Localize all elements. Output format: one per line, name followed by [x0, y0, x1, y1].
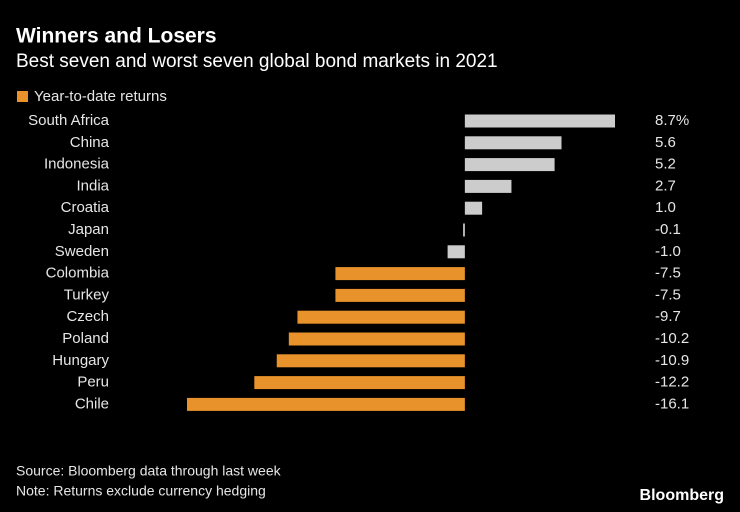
- source-note: Source: Bloomberg data through last week: [16, 463, 282, 479]
- value-label: 1.0: [655, 199, 676, 216]
- bar: [335, 267, 465, 281]
- value-label: -10.9: [655, 352, 689, 369]
- value-label: -1.0: [655, 243, 681, 260]
- bar: [464, 136, 562, 150]
- bar: [464, 179, 512, 193]
- bar: [297, 310, 465, 324]
- value-label: 5.2: [655, 156, 676, 173]
- chart-title: Winners and Losers: [16, 25, 217, 48]
- bar: [464, 201, 483, 215]
- category-label: Hungary: [52, 352, 109, 369]
- legend-label: Year-to-date returns: [34, 88, 167, 105]
- value-label: -7.5: [655, 265, 681, 282]
- value-label: -9.7: [655, 308, 681, 325]
- value-label: -0.1: [655, 221, 681, 238]
- value-label: -12.2: [655, 374, 689, 391]
- category-label: India: [76, 177, 109, 194]
- category-label: Turkey: [64, 286, 110, 303]
- bar: [187, 397, 465, 411]
- value-label: 8.7%: [655, 112, 689, 129]
- category-label: Sweden: [55, 243, 109, 260]
- logo: Bloomberg: [640, 487, 724, 504]
- chart-subtitle: Best seven and worst seven global bond m…: [16, 51, 498, 72]
- category-label: Croatia: [61, 199, 110, 216]
- bar: [276, 354, 465, 368]
- value-label: -10.2: [655, 330, 689, 347]
- category-label: Peru: [77, 374, 109, 391]
- value-label: -7.5: [655, 286, 681, 303]
- category-label: Poland: [62, 330, 109, 347]
- category-label: China: [70, 134, 110, 151]
- category-label: South Africa: [28, 112, 110, 129]
- category-label: Czech: [66, 308, 109, 325]
- value-label: 5.6: [655, 134, 676, 151]
- category-label: Colombia: [46, 265, 110, 282]
- category-label: Chile: [75, 395, 109, 412]
- bar: [447, 245, 465, 259]
- bar: [463, 223, 465, 237]
- bar: [464, 114, 615, 128]
- bar: [335, 288, 465, 302]
- category-label: Indonesia: [44, 156, 110, 173]
- value-label: -16.1: [655, 395, 689, 412]
- bar: [288, 332, 465, 346]
- bar: [464, 158, 555, 172]
- legend-swatch: [17, 91, 28, 102]
- category-label: Japan: [68, 221, 109, 238]
- footnote: Note: Returns exclude currency hedging: [16, 483, 266, 499]
- value-label: 2.7: [655, 177, 676, 194]
- bar: [254, 376, 465, 390]
